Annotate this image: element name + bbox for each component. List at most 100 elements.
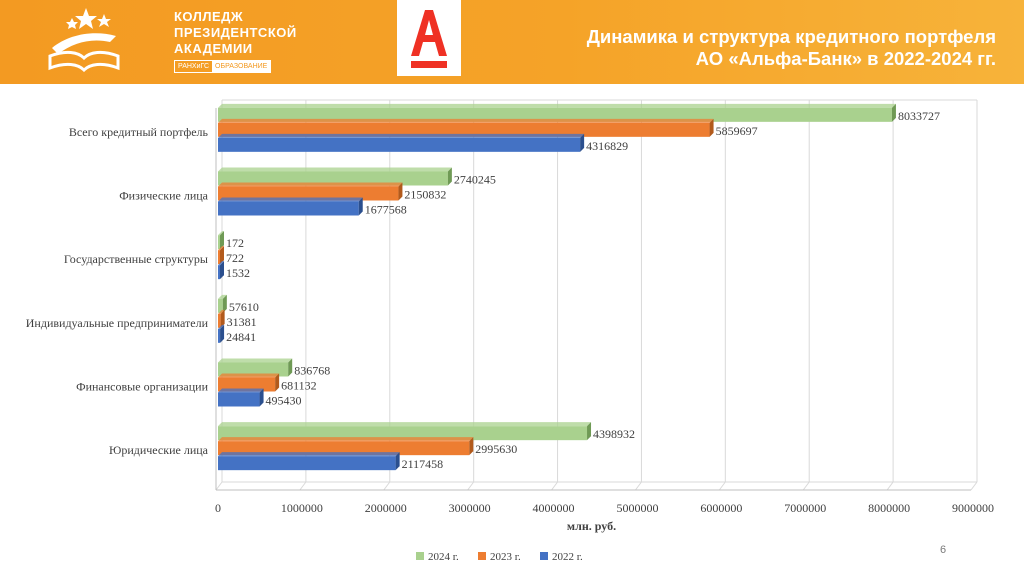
bar-end [275,373,280,392]
bar-end [891,103,896,122]
category-label: Финансовые организации [76,380,208,394]
bar-top [218,373,280,378]
bar [218,171,448,186]
x-tick-label: 6000000 [700,501,742,515]
bar-end [709,118,714,137]
x-tick-label: 2000000 [365,501,407,515]
bar-end [220,309,225,328]
bar [218,235,220,250]
bar-end [259,388,264,407]
data-label: 722 [226,251,244,265]
bar-end [222,294,227,313]
bar [218,426,588,441]
bar [218,328,221,343]
data-label: 495430 [266,394,302,408]
slide-title-line-2: АО «Альфа-Банк» в 2022-2024 гг. [695,48,996,69]
data-label: 4398932 [593,427,635,441]
data-label: 2995630 [475,442,517,456]
bar-top [218,261,224,266]
bar-top [218,246,224,251]
page-number: 6 [940,544,947,556]
bar [218,392,260,407]
data-label: 5859697 [716,124,758,138]
floor-gridline [467,481,475,491]
bar-top [218,358,293,363]
bar-top [218,231,224,236]
bar [218,298,223,313]
legend-label: 2024 г. [428,551,459,563]
bar-end [220,231,224,250]
data-label: 2117458 [402,457,444,471]
legend-swatch [478,552,486,560]
bar-top [218,167,452,172]
bar-top [218,197,363,202]
data-label: 681132 [281,379,317,393]
data-label: 8033727 [898,109,940,123]
category-label: Физические лица [119,189,208,203]
legend-label: 2023 г. [490,551,521,563]
bar-end [447,167,452,186]
logo-line-3: АКАДЕМИИ [174,41,253,56]
logo-subtitle: РАНХиГС ОБРАЗОВАНИЕ [174,60,272,73]
bar-end [398,182,403,201]
bar-top [218,422,592,427]
category-label: Государственные структуры [64,252,208,266]
bar-end [288,358,293,377]
x-tick-label: 1000000 [281,501,323,515]
x-tick-label: 8000000 [868,501,910,515]
bar-top [218,452,400,457]
data-label: 57610 [229,300,259,314]
bar-end [220,324,225,343]
bar-end [395,452,400,471]
bar-chart: 0 1000000 2000000 3000000 4000000 5000000 6000… [26,99,994,563]
bar [218,456,396,471]
bar [218,107,892,122]
floor-gridline [802,481,810,491]
bar [218,377,276,392]
data-label: 24841 [226,330,256,344]
bar-top [218,118,714,123]
bar [218,201,359,216]
bar [218,313,221,328]
x-tick-label: 9000000 [952,501,994,515]
data-label: 2740245 [454,173,496,187]
slide-title: Динамика и структура кредитного портфеля… [456,26,996,70]
book-stars-logo-icon [48,8,120,73]
bar-end [220,246,224,265]
floor-gridline [635,481,642,491]
data-label: 1677568 [365,203,407,217]
floor-gridline [718,481,726,491]
college-logo: КОЛЛЕДЖ ПРЕЗИДЕНТСКОЙ АКАДЕМИИ РАНХиГС О… [44,6,296,74]
x-tick-label: 0 [215,501,221,515]
data-label: 2150832 [404,188,446,202]
bar-top [218,182,403,187]
logo-line-2: ПРЕЗИДЕНТСКОЙ [174,25,297,40]
data-label: 836768 [294,364,330,378]
bar-end [220,261,224,280]
data-label: 31381 [227,315,257,329]
logo-sub-right: ОБРАЗОВАНИЕ [212,61,271,72]
legend-label: 2022 г. [552,551,583,563]
legend-swatch [416,552,424,560]
floor-gridline [299,481,307,491]
bar-end [587,422,592,441]
bar [218,250,220,265]
bar-top [218,309,225,314]
x-tick-label: 7000000 [784,501,826,515]
bar [218,362,289,377]
alfa-bank-logo-icon [411,10,447,68]
x-tick-label: 3000000 [449,501,491,515]
bar [218,122,710,137]
bank-logo [397,0,461,76]
category-label: Юридические лица [109,443,209,457]
data-label: 172 [226,236,244,250]
floor-gridline [551,481,558,491]
bar [218,137,581,152]
slide-header: КОЛЛЕДЖ ПРЕЗИДЕНТСКОЙ АКАДЕМИИ РАНХиГС О… [0,0,1024,84]
bar [218,186,399,201]
bar-end [469,437,474,456]
bar-top [218,103,896,108]
floor-gridline [383,481,391,491]
bar-top [218,133,585,138]
floor-gridline [215,481,223,491]
